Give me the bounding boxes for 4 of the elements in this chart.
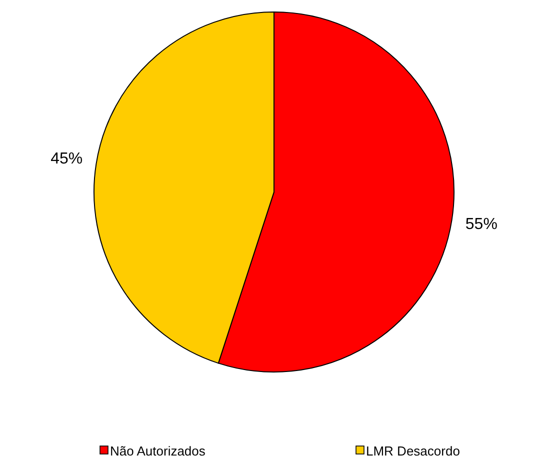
data-label: 55% <box>465 216 498 234</box>
legend-label: LMR Desacordo <box>366 443 460 458</box>
legend-label: Não Autorizados <box>110 443 206 458</box>
data-label: 45% <box>50 150 83 168</box>
